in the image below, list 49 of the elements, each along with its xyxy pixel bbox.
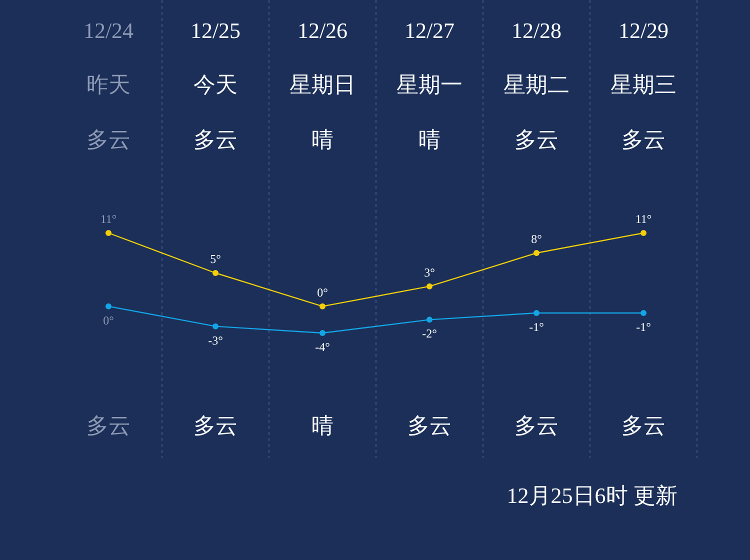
data-label: -1°	[529, 320, 544, 334]
point	[534, 310, 540, 316]
data-label: 8°	[531, 232, 542, 246]
text: 多云	[622, 128, 666, 153]
point	[106, 230, 112, 236]
text: 星期三	[610, 73, 676, 98]
data-label: 5°	[210, 252, 222, 266]
text: 晴	[312, 414, 334, 439]
x-tick-label: 12/27	[404, 18, 455, 43]
text: 星期一	[396, 73, 462, 98]
text: 多云	[514, 128, 558, 153]
point	[106, 303, 112, 310]
x-tick-label: 12/24	[83, 18, 134, 43]
data-label: 3°	[424, 265, 436, 280]
point	[212, 323, 218, 330]
data-label: -2°	[422, 326, 438, 341]
point	[212, 270, 218, 276]
text: 12月25日6时 更新	[506, 483, 678, 508]
x-tick-label: 12/29	[618, 18, 669, 43]
text: 今天	[194, 73, 238, 98]
text: 多云	[86, 414, 130, 439]
text: 多云	[514, 414, 558, 439]
x-tick-label: 12/26	[297, 18, 348, 43]
text: 多云	[194, 414, 238, 439]
text: 多云	[86, 128, 130, 153]
point	[426, 316, 432, 323]
point	[534, 250, 540, 256]
text: 多云	[622, 414, 666, 439]
data-label: -3°	[208, 333, 224, 348]
data-label: 0°	[317, 285, 328, 300]
point	[320, 330, 326, 336]
data-label: -4°	[315, 340, 330, 354]
text: 多云	[408, 414, 452, 439]
point	[640, 230, 646, 236]
text: 昨天	[86, 73, 130, 98]
data-label: 11°	[635, 212, 652, 226]
data-label: 11°	[100, 212, 117, 226]
data-label: -1°	[636, 320, 652, 334]
point	[320, 303, 326, 310]
text: 晴	[418, 128, 440, 153]
x-tick-label: 12/25	[190, 18, 241, 43]
text: 星期日	[290, 73, 356, 98]
text: 星期二	[504, 73, 570, 98]
text: 多云	[194, 128, 238, 153]
point	[426, 283, 432, 290]
x-tick-label: 12/28	[511, 18, 562, 43]
text: 晴	[312, 128, 334, 153]
point	[640, 310, 646, 316]
data-label: 0°	[103, 313, 114, 328]
